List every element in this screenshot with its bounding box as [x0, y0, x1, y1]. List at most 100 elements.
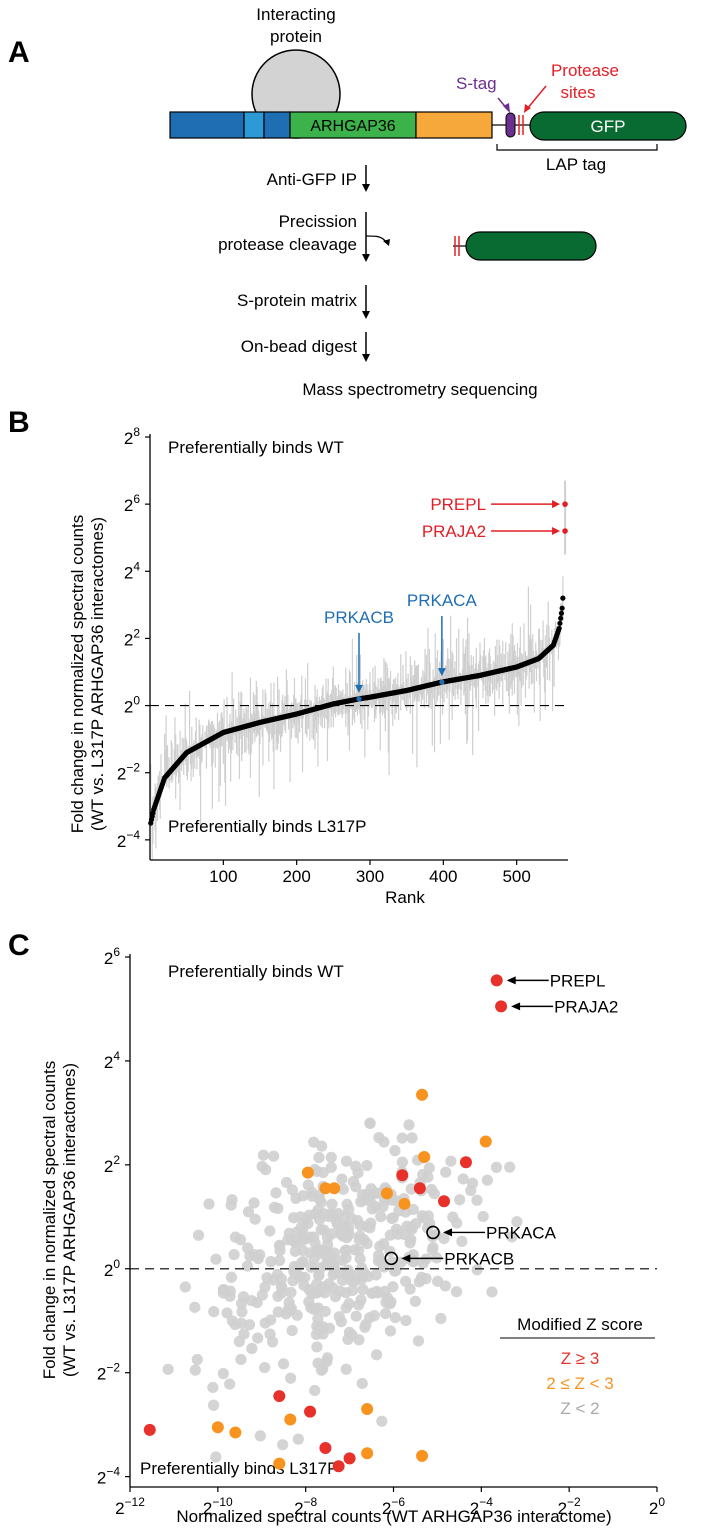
open-point	[384, 1251, 399, 1266]
y-tick-label: 26	[124, 492, 140, 515]
red-point	[438, 1195, 451, 1208]
background-point	[400, 1314, 412, 1327]
panel-b-highlights: PREPL PRAJA2 PRKACB PRKACA	[324, 495, 568, 702]
background-point	[376, 1415, 388, 1427]
orange-point	[301, 1166, 314, 1179]
background-point	[428, 1188, 440, 1200]
background-point	[361, 1238, 373, 1250]
background-point	[315, 1196, 327, 1209]
background-point	[292, 1433, 304, 1445]
protease-label-2: sites	[561, 83, 596, 102]
panel-c: C Fold change in normalized spectral cou…	[8, 929, 665, 1526]
red-point	[304, 1405, 317, 1418]
background-point	[345, 1274, 357, 1286]
background-point	[303, 1209, 315, 1221]
highlight-label: PRAJA2	[422, 522, 486, 541]
background-point	[375, 1211, 387, 1223]
background-point	[298, 1279, 310, 1291]
panel-b-error-bars	[150, 480, 567, 860]
background-point	[373, 1131, 385, 1144]
background-point	[277, 1439, 289, 1451]
panel-c-axes: 2−12 2−10 2−8 2−6 2−4 2−2 20 2−4 2−2 20 22 24 26	[97, 945, 666, 1518]
background-point	[506, 1231, 518, 1243]
background-point	[389, 1145, 401, 1157]
y-tick-label: 28	[124, 425, 140, 448]
background-point	[305, 1261, 317, 1273]
y-tick-label: 2−2	[117, 761, 140, 784]
background-point	[259, 1361, 271, 1374]
background-point	[403, 1119, 415, 1131]
background-point	[379, 1285, 391, 1298]
background-point	[226, 1194, 238, 1206]
background-point	[297, 1223, 309, 1235]
legend-z-mid: 2 ≤ Z < 3	[546, 1374, 613, 1393]
y-tick-label: 2−4	[97, 1465, 120, 1488]
panel-a: A Interacting protein ARHGAP36 GFP S-tag…	[8, 5, 687, 399]
background-point	[407, 1203, 419, 1216]
background-point	[325, 1151, 337, 1163]
background-point	[290, 1192, 302, 1204]
background-point	[309, 1384, 321, 1397]
background-point	[267, 1274, 280, 1286]
background-point	[207, 1399, 220, 1411]
x-tick-label: 500	[502, 867, 530, 886]
panel-c-annot-top: Preferentially binds WT	[168, 962, 344, 981]
background-point	[270, 1187, 282, 1199]
background-point	[288, 1212, 300, 1224]
panel-b-annot-bottom: Preferentially binds L317P	[168, 817, 366, 836]
background-point	[189, 1364, 201, 1376]
interacting-protein-label-2: protein	[270, 27, 322, 46]
s-tag-shape	[505, 112, 516, 138]
background-point	[274, 1239, 286, 1251]
y-tick-label: 2−2	[97, 1361, 120, 1384]
x-tick-label: 2−2	[558, 1495, 581, 1518]
y-tick-label: 22	[104, 1153, 120, 1176]
lap-bracket	[496, 144, 658, 151]
x-tick-label: 200	[282, 867, 310, 886]
red-point	[143, 1423, 156, 1436]
orange-point	[361, 1403, 374, 1416]
background-point	[280, 1176, 293, 1189]
background-point	[340, 1155, 353, 1167]
background-point	[409, 1295, 421, 1307]
background-point	[203, 1198, 215, 1210]
background-point	[417, 1257, 429, 1269]
background-point	[286, 1324, 298, 1337]
background-point	[355, 1270, 367, 1282]
background-point	[320, 1248, 332, 1260]
rank-point	[559, 605, 565, 611]
background-point	[192, 1229, 205, 1241]
orange-point	[398, 1197, 411, 1210]
background-point	[285, 1286, 297, 1299]
red-point	[413, 1182, 426, 1195]
background-point	[383, 1296, 395, 1308]
background-point	[440, 1166, 452, 1178]
background-point	[252, 1332, 264, 1344]
y-tick-label: 20	[124, 694, 140, 717]
background-point	[398, 1228, 410, 1241]
background-point	[210, 1253, 222, 1265]
background-point	[312, 1323, 325, 1336]
background-point	[229, 1318, 241, 1331]
background-point	[361, 1188, 373, 1200]
arrowhead-2	[362, 254, 370, 262]
background-point	[289, 1245, 301, 1257]
orange-point	[284, 1413, 297, 1426]
background-point	[210, 1451, 222, 1463]
x-tick-label: 400	[429, 867, 457, 886]
background-point	[312, 1313, 324, 1325]
background-point	[189, 1301, 201, 1313]
orange-point	[380, 1187, 393, 1200]
background-point	[242, 1206, 255, 1218]
x-tick-label: 20	[649, 1495, 665, 1518]
background-point	[366, 1203, 378, 1215]
background-point	[384, 1325, 397, 1337]
highlight-point	[439, 679, 445, 685]
x-tick-label: 2−8	[294, 1495, 317, 1518]
background-point	[285, 1302, 297, 1314]
label-arrowhead	[506, 976, 516, 985]
y-tick-label: 24	[104, 1049, 120, 1072]
background-point	[246, 1342, 258, 1355]
background-point	[356, 1377, 368, 1390]
background-point	[320, 1259, 332, 1271]
